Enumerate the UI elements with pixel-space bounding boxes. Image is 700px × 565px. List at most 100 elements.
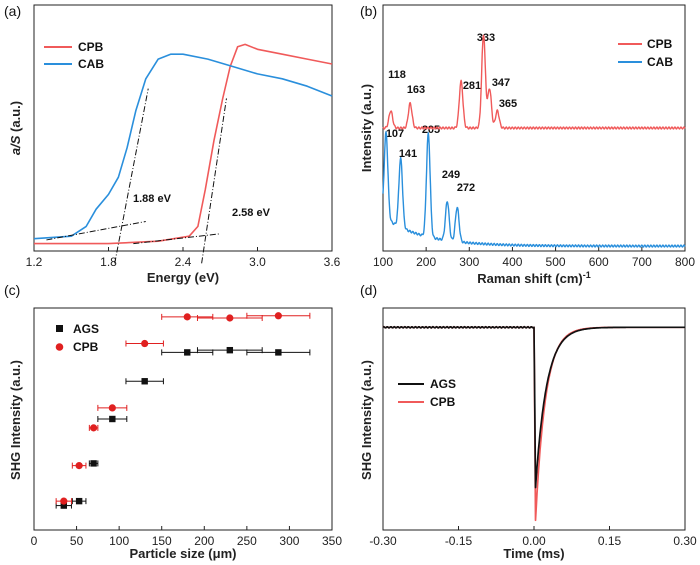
panel-b-tick-label: 400 bbox=[502, 255, 522, 269]
tangent-fit-line bbox=[133, 233, 221, 245]
data-point-ags bbox=[90, 460, 97, 467]
panel-a-x-axis-label: Energy (eV) bbox=[147, 270, 219, 285]
panel-b-tick-label: 500 bbox=[546, 255, 566, 269]
panel-c-tick-label: 150 bbox=[152, 534, 172, 548]
panel-a-y-axis-label-italic: a/S bbox=[8, 135, 23, 155]
legend-label-cpb: CPB bbox=[73, 340, 99, 354]
shg-trace-ags bbox=[382, 325, 686, 489]
panel-b-label: (b) bbox=[360, 3, 377, 19]
panel-b-tick-label: 800 bbox=[675, 255, 695, 269]
tangent-fit-line bbox=[201, 98, 227, 264]
raman-spectrum-cpb bbox=[382, 34, 686, 130]
panel-c-label: (c) bbox=[4, 282, 20, 298]
panel-a-plot-area bbox=[33, 43, 333, 264]
panel-d-tick-label: -0.30 bbox=[369, 534, 397, 548]
data-point-cpb bbox=[183, 313, 191, 321]
panel-b: (b) 100 200 300 400 500 600 700 800 Rama… bbox=[359, 3, 695, 286]
tangent-fit-line bbox=[114, 88, 149, 264]
peak-label-cpb: 347 bbox=[492, 77, 510, 89]
peak-label-cab: 205 bbox=[422, 124, 440, 136]
data-point-cpb bbox=[274, 312, 282, 320]
panel-c-tick-label: 100 bbox=[109, 534, 129, 548]
absorption-curve-cpb bbox=[34, 43, 333, 245]
panel-a-x-ticks: 1.2 1.8 2.4 3.0 3.6 bbox=[26, 247, 341, 269]
peak-label-cab: 141 bbox=[399, 148, 417, 160]
panel-b-x-ticks: 100 200 300 400 500 600 700 800 bbox=[373, 247, 695, 269]
series-cpb bbox=[55, 312, 311, 505]
absorption-curve-cab bbox=[33, 53, 333, 240]
panel-c-tick-label: 350 bbox=[322, 534, 342, 548]
peak-label-cpb: 281 bbox=[463, 80, 481, 92]
panel-b-tick-label: 300 bbox=[459, 255, 479, 269]
data-point-cpb bbox=[141, 339, 149, 348]
panel-b-x-axis-label: Raman shift (cm)-1 bbox=[477, 270, 590, 286]
panel-d-x-axis-label: Time (ms) bbox=[503, 546, 564, 561]
peak-label-cpb: 163 bbox=[407, 84, 425, 96]
panel-b-y-axis-label: Intensity (a.u.) bbox=[359, 84, 374, 172]
peak-label-cab: 107 bbox=[386, 128, 404, 140]
data-point-ags bbox=[109, 415, 116, 423]
panel-d-x-ticks: -0.30 -0.15 0.00 0.15 0.30 bbox=[369, 526, 697, 548]
panel-c-tick-label: 50 bbox=[70, 534, 84, 548]
peak-label-cab: 272 bbox=[457, 182, 475, 194]
panel-a-y-axis-label: a/S (a.u.) bbox=[8, 101, 23, 155]
panel-c-plot-area bbox=[55, 312, 311, 509]
panel-a-y-axis-label-rest: (a.u.) bbox=[8, 101, 23, 136]
series-ags bbox=[55, 346, 311, 509]
panel-d-tick-label: 0.00 bbox=[522, 534, 546, 548]
panel-b-tick-label: 600 bbox=[589, 255, 609, 269]
peak-label-cab: 249 bbox=[442, 169, 460, 181]
panel-c: (c) 0 50 100 150 200 250 300 350 Particl… bbox=[4, 282, 342, 561]
panel-c-frame bbox=[33, 307, 333, 531]
data-point-cpb bbox=[108, 404, 116, 412]
panel-b-x-axis-label-sup: -1 bbox=[583, 270, 591, 280]
data-point-cpb bbox=[75, 462, 83, 470]
panel-d-plot-area bbox=[382, 325, 686, 522]
panel-c-tick-label: 300 bbox=[279, 534, 299, 548]
peak-label-cpb: 333 bbox=[477, 32, 495, 44]
legend-label-cab: CAB bbox=[647, 55, 673, 69]
bandgap-annotation-cab: 1.88 eV bbox=[133, 193, 172, 205]
legend-label-cpb: CPB bbox=[78, 40, 104, 54]
legend-label-cpb: CPB bbox=[430, 395, 456, 409]
panel-a-tick-label: 3.0 bbox=[249, 255, 266, 269]
panel-a-label: (a) bbox=[4, 3, 21, 19]
panel-d-legend: AGS CPB bbox=[398, 377, 456, 409]
tangent-fit-line bbox=[46, 220, 146, 241]
panel-b-tick-label: 100 bbox=[373, 255, 393, 269]
legend-label-cpb: CPB bbox=[647, 37, 673, 51]
data-point-ags bbox=[75, 497, 83, 505]
panel-a-tick-label: 3.6 bbox=[324, 255, 341, 269]
panel-a-legend: CPB CAB bbox=[44, 40, 104, 71]
data-point-cpb bbox=[60, 497, 68, 505]
panel-c-x-axis-label: Particle size (μm) bbox=[130, 546, 237, 561]
panel-d-label: (d) bbox=[360, 282, 377, 298]
panel-c-tick-label: 0 bbox=[31, 534, 38, 548]
panel-b-x-axis-label-text: Raman shift (cm) bbox=[477, 271, 582, 286]
legend-label-ags: AGS bbox=[73, 322, 99, 336]
panel-c-tick-label: 250 bbox=[237, 534, 257, 548]
panel-c-tick-label: 200 bbox=[194, 534, 214, 548]
legend-label-ags: AGS bbox=[430, 377, 456, 391]
panel-b-tick-label: 200 bbox=[416, 255, 436, 269]
peak-label-cpb: 118 bbox=[388, 69, 406, 81]
legend-label-cab: CAB bbox=[78, 57, 104, 71]
data-point-ags bbox=[275, 349, 282, 356]
data-point-ags bbox=[141, 378, 148, 385]
data-point-ags bbox=[226, 346, 234, 354]
raman-spectrum-cab bbox=[382, 131, 686, 248]
data-point-ags bbox=[60, 502, 67, 509]
panel-d-y-axis-label: SHG Intensity (a.u.) bbox=[359, 360, 374, 480]
peak-label-cpb: 365 bbox=[499, 98, 517, 110]
data-point-cpb bbox=[90, 424, 98, 432]
panel-a-tick-label: 1.8 bbox=[100, 255, 117, 269]
panel-a: (a) 1.2 1.8 2.4 3.0 3.6 Energy (eV) a/S … bbox=[4, 3, 341, 285]
panel-b-legend: CPB CAB bbox=[618, 37, 673, 69]
panel-c-x-ticks: 0 50 100 150 200 250 300 350 bbox=[31, 526, 342, 548]
panel-d-tick-label: 0.15 bbox=[598, 534, 622, 548]
legend-marker-cpb bbox=[55, 343, 64, 351]
panel-b-tick-label: 700 bbox=[632, 255, 652, 269]
panel-d-tick-label: 0.30 bbox=[673, 534, 697, 548]
